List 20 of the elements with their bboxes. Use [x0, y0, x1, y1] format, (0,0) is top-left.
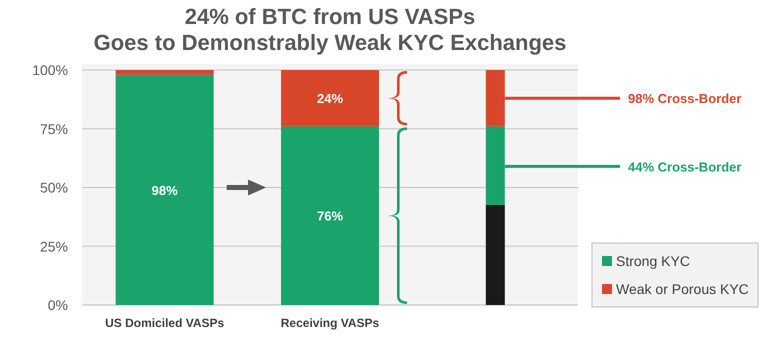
y-tick-label: 100% [32, 62, 68, 78]
text: 44% Cross-Border [628, 159, 742, 174]
y-tick-label: 75% [40, 120, 68, 137]
bar [486, 204, 505, 305]
legend-label: Weak or Porous KYC [616, 281, 749, 297]
data-label: 76% [316, 208, 344, 224]
chart-title: 24% of BTC from US VASPs Goes to Demonstrably Weak KYC Exchanges [94, 4, 566, 55]
text: 98% Cross-Border [628, 91, 742, 106]
data-label: 98% [152, 182, 178, 198]
bar [116, 74, 214, 305]
y-tick-label: 0% [48, 297, 68, 313]
data-label: 24% [316, 91, 344, 106]
x-tick-label: US Domiciled VASPs [105, 316, 225, 330]
bar [281, 70, 379, 126]
y-tick-label: 50% [40, 180, 68, 196]
y-tick-label: 25% [40, 238, 68, 254]
x-tick-label: Receiving VASPs [280, 316, 380, 330]
bar [281, 126, 379, 305]
bar [116, 70, 214, 75]
legend-label: Strong KYC [616, 253, 690, 269]
